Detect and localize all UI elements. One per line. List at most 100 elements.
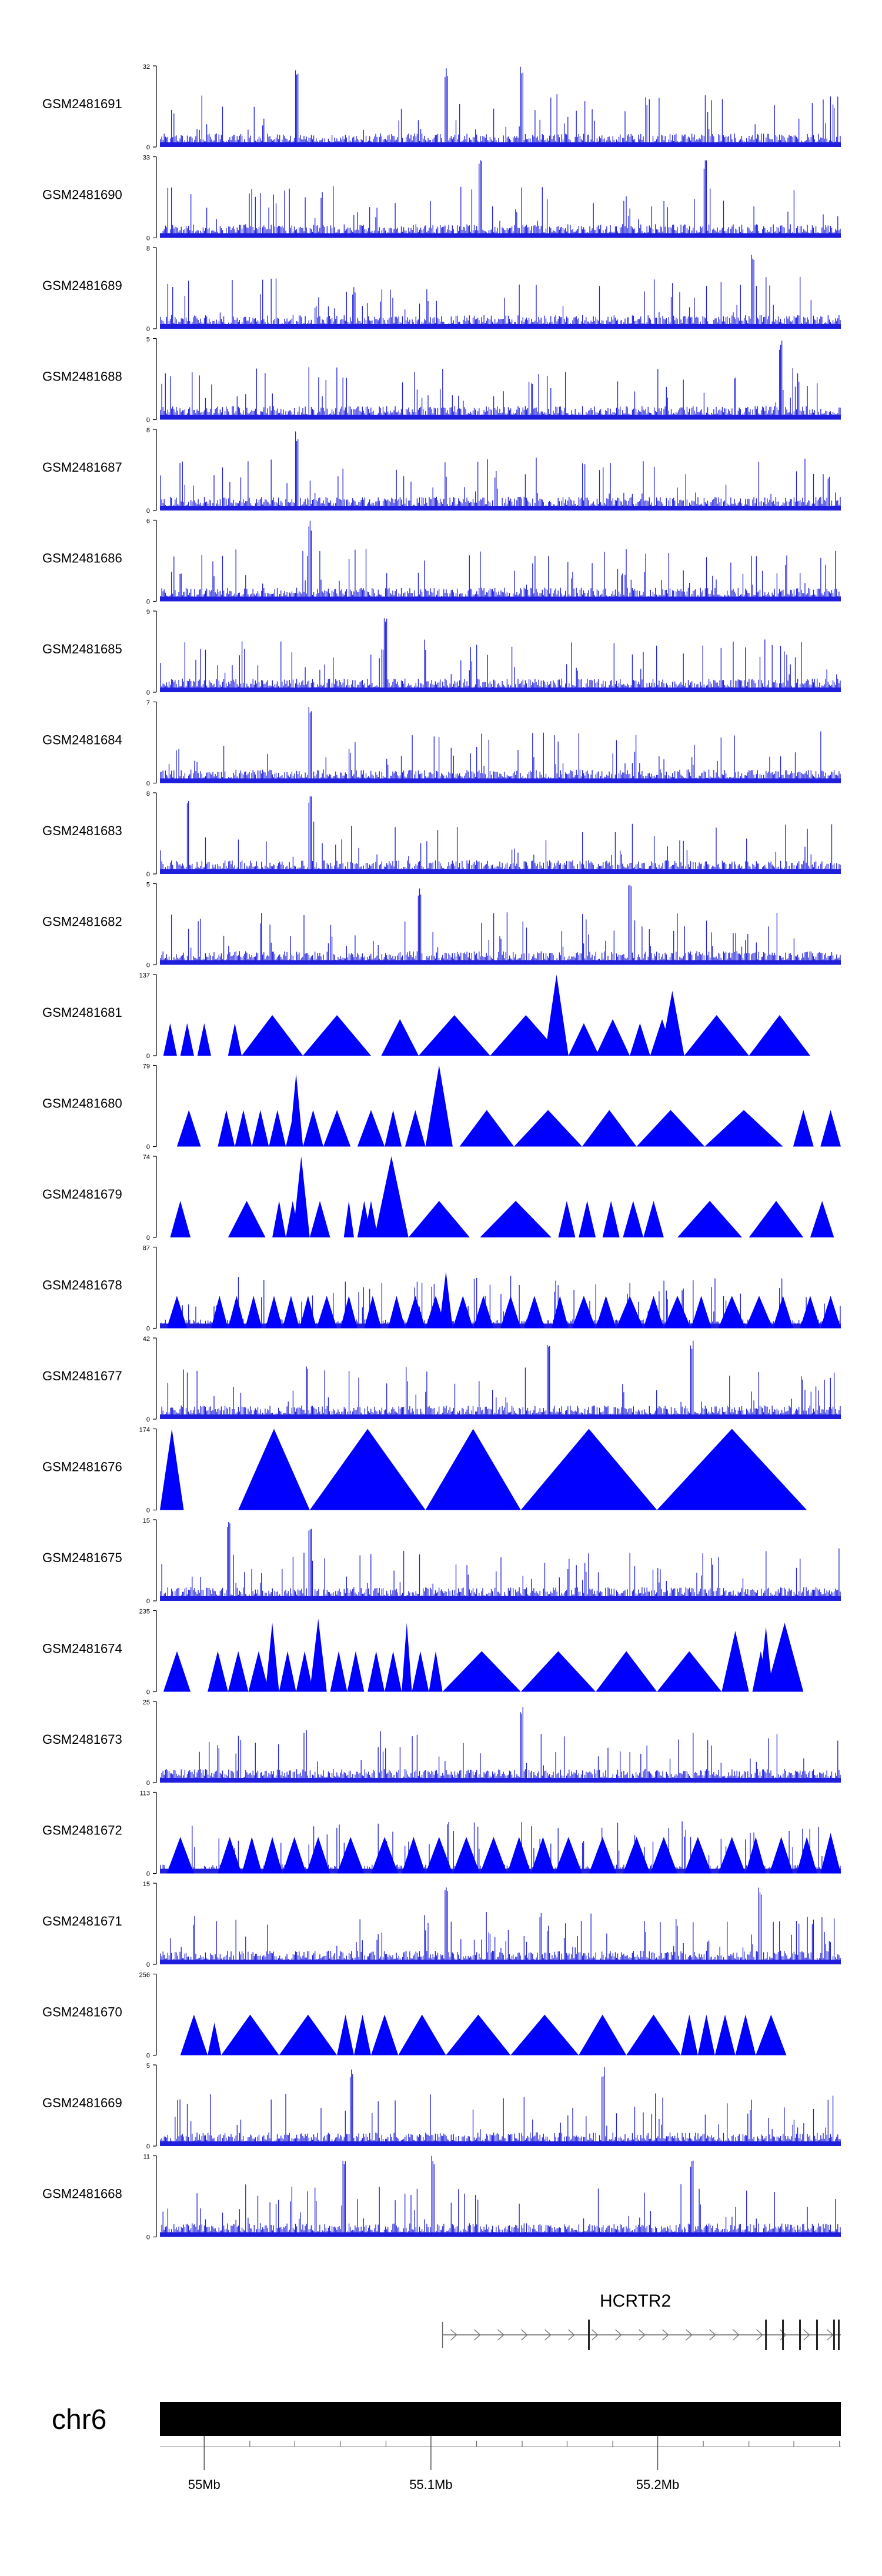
coverage-peak bbox=[374, 1156, 409, 1237]
track-label: GSM2481690 bbox=[42, 188, 122, 202]
coverage-peak bbox=[735, 2014, 756, 2056]
strand-arrow bbox=[756, 2329, 763, 2341]
coverage-signal bbox=[160, 431, 841, 510]
coverage-peak bbox=[163, 1651, 191, 1692]
coverage-peak bbox=[163, 1023, 177, 1056]
coverage-baseline bbox=[160, 415, 841, 420]
coverage-peak bbox=[242, 1015, 303, 1056]
track-label: GSM2481683 bbox=[42, 823, 122, 838]
strand-arrow bbox=[709, 2329, 716, 2341]
track-GSM2481686: GSM2481686 6 0 bbox=[42, 518, 841, 606]
coverage-peak bbox=[221, 2014, 279, 2056]
track-label: GSM2481691 bbox=[42, 96, 122, 111]
y-max-label: 42 bbox=[143, 1336, 150, 1343]
coverage-peak bbox=[242, 1837, 262, 1874]
coverage-peak bbox=[596, 1651, 657, 1692]
track-label: GSM2481678 bbox=[42, 1278, 122, 1293]
coverage-peak bbox=[228, 1023, 242, 1056]
coverage-baseline bbox=[160, 233, 841, 238]
coverage-baseline bbox=[160, 1778, 841, 1783]
chromosome-tick-label: 55.1Mb bbox=[409, 2477, 452, 2492]
coverage-peak bbox=[309, 1619, 327, 1692]
track-label: GSM2481674 bbox=[42, 1641, 122, 1656]
coverage-peak bbox=[425, 1837, 453, 1874]
coverage-peak bbox=[636, 1110, 705, 1147]
coverage-baseline bbox=[160, 869, 841, 874]
track-label: GSM2481681 bbox=[42, 1005, 122, 1020]
track-GSM2481675: GSM2481675 15 0 bbox=[42, 1517, 841, 1605]
coverage-peak bbox=[756, 2014, 787, 2056]
coverage-peak bbox=[623, 1837, 650, 1874]
track-GSM2481679: GSM2481679 74 0 bbox=[42, 1154, 834, 1242]
coverage-peak bbox=[650, 1837, 678, 1874]
coverage-peak bbox=[558, 1200, 576, 1237]
coverage-peak bbox=[419, 1015, 490, 1056]
coverage-signal bbox=[160, 1340, 841, 1419]
chromosome-label: chr6 bbox=[52, 2404, 106, 2435]
track-GSM2481668: GSM2481668 11 0 bbox=[42, 2154, 841, 2241]
coverage-peak bbox=[793, 1110, 814, 1147]
track-label: GSM2481671 bbox=[42, 1914, 122, 1928]
strand-arrow bbox=[544, 2329, 552, 2341]
coverage-peak bbox=[306, 1837, 330, 1874]
coverage-peak bbox=[766, 1623, 804, 1692]
coverage-peak bbox=[500, 1296, 521, 1329]
track-GSM2481689: GSM2481689 8 0 bbox=[42, 245, 841, 333]
y-min-label: 0 bbox=[146, 780, 150, 788]
coverage-peak bbox=[282, 1837, 306, 1874]
coverage-peak bbox=[299, 1296, 317, 1329]
coverage-peak bbox=[408, 1200, 470, 1237]
track-GSM2481683: GSM2481683 8 0 bbox=[42, 790, 841, 878]
chromosome-tick-label: 55Mb bbox=[188, 2477, 220, 2492]
gene-model bbox=[442, 2320, 841, 2350]
coverage-signal bbox=[160, 618, 841, 692]
y-min-label: 0 bbox=[146, 2143, 150, 2150]
coverage-peak bbox=[684, 1015, 749, 1056]
coverage-peak bbox=[568, 1023, 599, 1056]
coverage-peak bbox=[228, 1651, 249, 1692]
gene-exon bbox=[833, 2320, 835, 2350]
coverage-peak bbox=[429, 1651, 443, 1692]
track-label: GSM2481688 bbox=[42, 369, 122, 384]
y-max-label: 9 bbox=[146, 609, 150, 616]
coverage-peak bbox=[292, 1156, 310, 1237]
y-max-label: 8 bbox=[146, 245, 150, 252]
chromosome-tick-label: 55.2Mb bbox=[636, 2477, 679, 2492]
coverage-peak bbox=[602, 1200, 620, 1237]
y-max-label: 15 bbox=[143, 1881, 150, 1888]
y-max-label: 79 bbox=[143, 1063, 150, 1070]
coverage-peak bbox=[490, 1015, 562, 1056]
coverage-peak bbox=[398, 2014, 446, 2056]
y-max-label: 25 bbox=[143, 1699, 150, 1706]
track-label: GSM2481672 bbox=[42, 1823, 122, 1838]
y-max-label: 32 bbox=[143, 64, 150, 71]
coverage-peak bbox=[170, 1200, 191, 1237]
coverage-signal bbox=[160, 520, 841, 602]
coverage-signal bbox=[160, 1887, 841, 1964]
coverage-baseline bbox=[160, 960, 841, 965]
y-min-label: 0 bbox=[146, 417, 150, 424]
track-label: GSM2481680 bbox=[42, 1096, 122, 1111]
track-label: GSM2481675 bbox=[42, 1550, 122, 1565]
coverage-peak bbox=[262, 1837, 283, 1874]
coverage-peak bbox=[749, 1200, 804, 1237]
track-label: GSM2481670 bbox=[42, 2005, 122, 2020]
coverage-peak bbox=[820, 1296, 841, 1329]
y-max-label: 15 bbox=[143, 1517, 150, 1524]
coverage-peak bbox=[697, 2014, 715, 2056]
track-GSM2481678: GSM2481678 87 0 bbox=[42, 1245, 841, 1333]
y-min-label: 0 bbox=[146, 1053, 150, 1060]
coverage-peak bbox=[371, 2014, 399, 2056]
coverage-signal bbox=[160, 2155, 841, 2237]
y-min-label: 0 bbox=[146, 1416, 150, 1423]
coverage-peak bbox=[347, 1651, 365, 1692]
gene-label: HCRTR2 bbox=[600, 2291, 671, 2311]
coverage-peak bbox=[514, 1110, 582, 1147]
coverage-peak bbox=[364, 1296, 382, 1329]
coverage-peak bbox=[228, 1200, 266, 1237]
coverage-peak bbox=[820, 1110, 841, 1147]
track-label: GSM2481687 bbox=[42, 460, 122, 475]
coverage-peak bbox=[357, 1110, 385, 1147]
coverage-peak bbox=[218, 1837, 242, 1874]
coverage-baseline bbox=[160, 1323, 841, 1329]
